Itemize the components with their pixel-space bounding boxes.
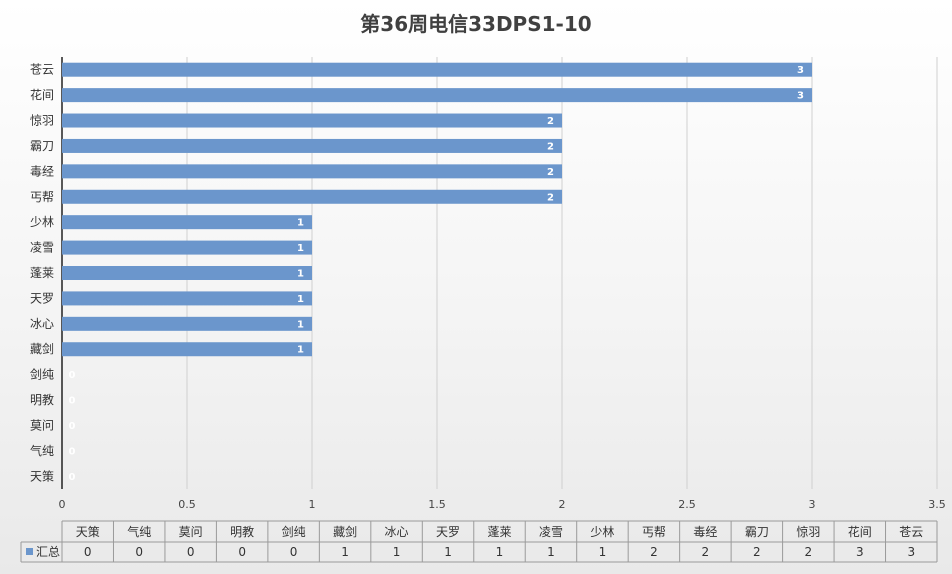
legend-key-swatch: [26, 548, 33, 555]
category-label: 惊羽: [30, 113, 54, 128]
category-label: 毒经: [30, 164, 54, 178]
table-header-cell: 气纯: [127, 524, 151, 539]
x-tick-label: 1.5: [428, 498, 446, 511]
table-header-cell: 莫问: [179, 525, 203, 539]
category-label: 花间: [30, 87, 54, 102]
table-header-cell: 天罗: [436, 525, 460, 539]
table-cell: 3: [907, 545, 915, 559]
table-header-cell: 丐帮: [642, 525, 666, 539]
table-header-cell: 毒经: [693, 525, 717, 539]
table-header-cell: 霸刀: [745, 525, 769, 539]
data-label: 1: [297, 218, 304, 229]
bar: [62, 266, 312, 280]
category-label: 气纯: [30, 443, 54, 458]
table-cell: 1: [547, 545, 555, 559]
category-label: 冰心: [30, 317, 54, 331]
table-cell: 1: [496, 545, 504, 559]
data-label: 3: [797, 91, 804, 102]
category-label: 莫问: [30, 418, 54, 432]
bar: [62, 189, 562, 204]
table-cell: 2: [702, 545, 710, 559]
bar: [62, 164, 562, 179]
category-label: 少林: [30, 215, 54, 229]
data-label: 1: [297, 345, 304, 356]
bar: [62, 62, 812, 77]
table-header-cell: 天策: [76, 525, 100, 539]
table-header-cell: 蓬莱: [487, 525, 511, 539]
bars: 3 3 2 2 2 2 1 1 1 1 1 1 0 0 0 0 0: [62, 62, 812, 483]
data-label: 1: [297, 319, 304, 330]
table-header-cell: 苍云: [899, 525, 923, 539]
table-cell: 0: [135, 545, 143, 559]
x-tick-label: 2: [559, 498, 566, 511]
table-cell: 3: [856, 545, 864, 559]
data-label: 0: [69, 446, 76, 457]
category-label: 天罗: [30, 291, 54, 305]
data-label: 2: [547, 167, 554, 178]
table-cell: 0: [290, 545, 298, 559]
table-cell: 2: [805, 545, 813, 559]
category-label: 藏剑: [30, 341, 54, 356]
bar: [62, 138, 562, 153]
table-cell: 0: [84, 545, 92, 559]
bar: [62, 342, 312, 357]
data-label: 1: [297, 294, 304, 305]
category-label: 苍云: [30, 63, 54, 77]
table-cell: 1: [341, 545, 349, 559]
table-header-cell: 明教: [230, 524, 254, 539]
table-cell: 2: [650, 545, 658, 559]
data-table: 天策 气纯 莫问 明教 剑纯 藏剑 冰心 天罗 蓬莱 凌雪 少林 丐帮 毒经 霸刀 惊羽 花间 苍云 0 0 0 0 0 1…: [20, 520, 938, 563]
bar: [62, 316, 312, 331]
table-cell: 1: [393, 545, 401, 559]
chart-title: 第36周电信33DPS1-10: [360, 12, 591, 36]
data-label: 2: [547, 116, 554, 127]
bar: [62, 113, 562, 128]
gridlines: [61, 57, 938, 489]
data-label: 0: [69, 421, 76, 432]
table-header-cell: 藏剑: [333, 524, 357, 539]
table-row-label: 汇总: [36, 545, 60, 559]
x-tick-label: 2.5: [678, 498, 696, 511]
table-cell: 2: [753, 545, 761, 559]
table-header-cell: 花间: [848, 524, 872, 539]
table-cell: 1: [444, 545, 452, 559]
x-tick-label: 3.5: [928, 498, 946, 511]
category-label: 天策: [30, 469, 54, 483]
table-header-cell: 少林: [590, 525, 614, 539]
data-label: 0: [69, 396, 76, 407]
category-label: 凌雪: [30, 241, 54, 255]
table-header-cell: 惊羽: [796, 524, 820, 539]
data-label: 0: [69, 370, 76, 381]
data-label: 3: [797, 65, 804, 76]
data-label: 0: [69, 472, 76, 483]
bar: [62, 215, 312, 230]
category-label: 丐帮: [30, 190, 54, 204]
table-cell: 0: [187, 545, 195, 559]
data-label: 1: [297, 269, 304, 280]
category-label: 明教: [30, 392, 54, 407]
value-axis: 0 0.5 1 1.5 2 2.5 3 3.5: [59, 498, 946, 511]
table-header-cell: 凌雪: [539, 525, 563, 539]
category-label: 蓬莱: [30, 266, 54, 280]
category-label: 霸刀: [30, 139, 54, 153]
data-label: 2: [547, 192, 554, 203]
table-header-cell: 冰心: [385, 525, 409, 539]
table-header-cell: 剑纯: [282, 524, 306, 539]
table-cell: 1: [599, 545, 607, 559]
data-label: 1: [297, 243, 304, 254]
bar: [62, 240, 312, 255]
category-label: 剑纯: [30, 367, 54, 382]
bar: [62, 88, 812, 103]
x-tick-label: 1: [309, 498, 316, 511]
table-cell: 0: [238, 545, 246, 559]
bar: [62, 291, 312, 306]
x-tick-label: 0: [59, 498, 66, 511]
x-tick-label: 3: [809, 498, 816, 511]
x-tick-label: 0.5: [178, 498, 196, 511]
data-label: 2: [547, 141, 554, 152]
